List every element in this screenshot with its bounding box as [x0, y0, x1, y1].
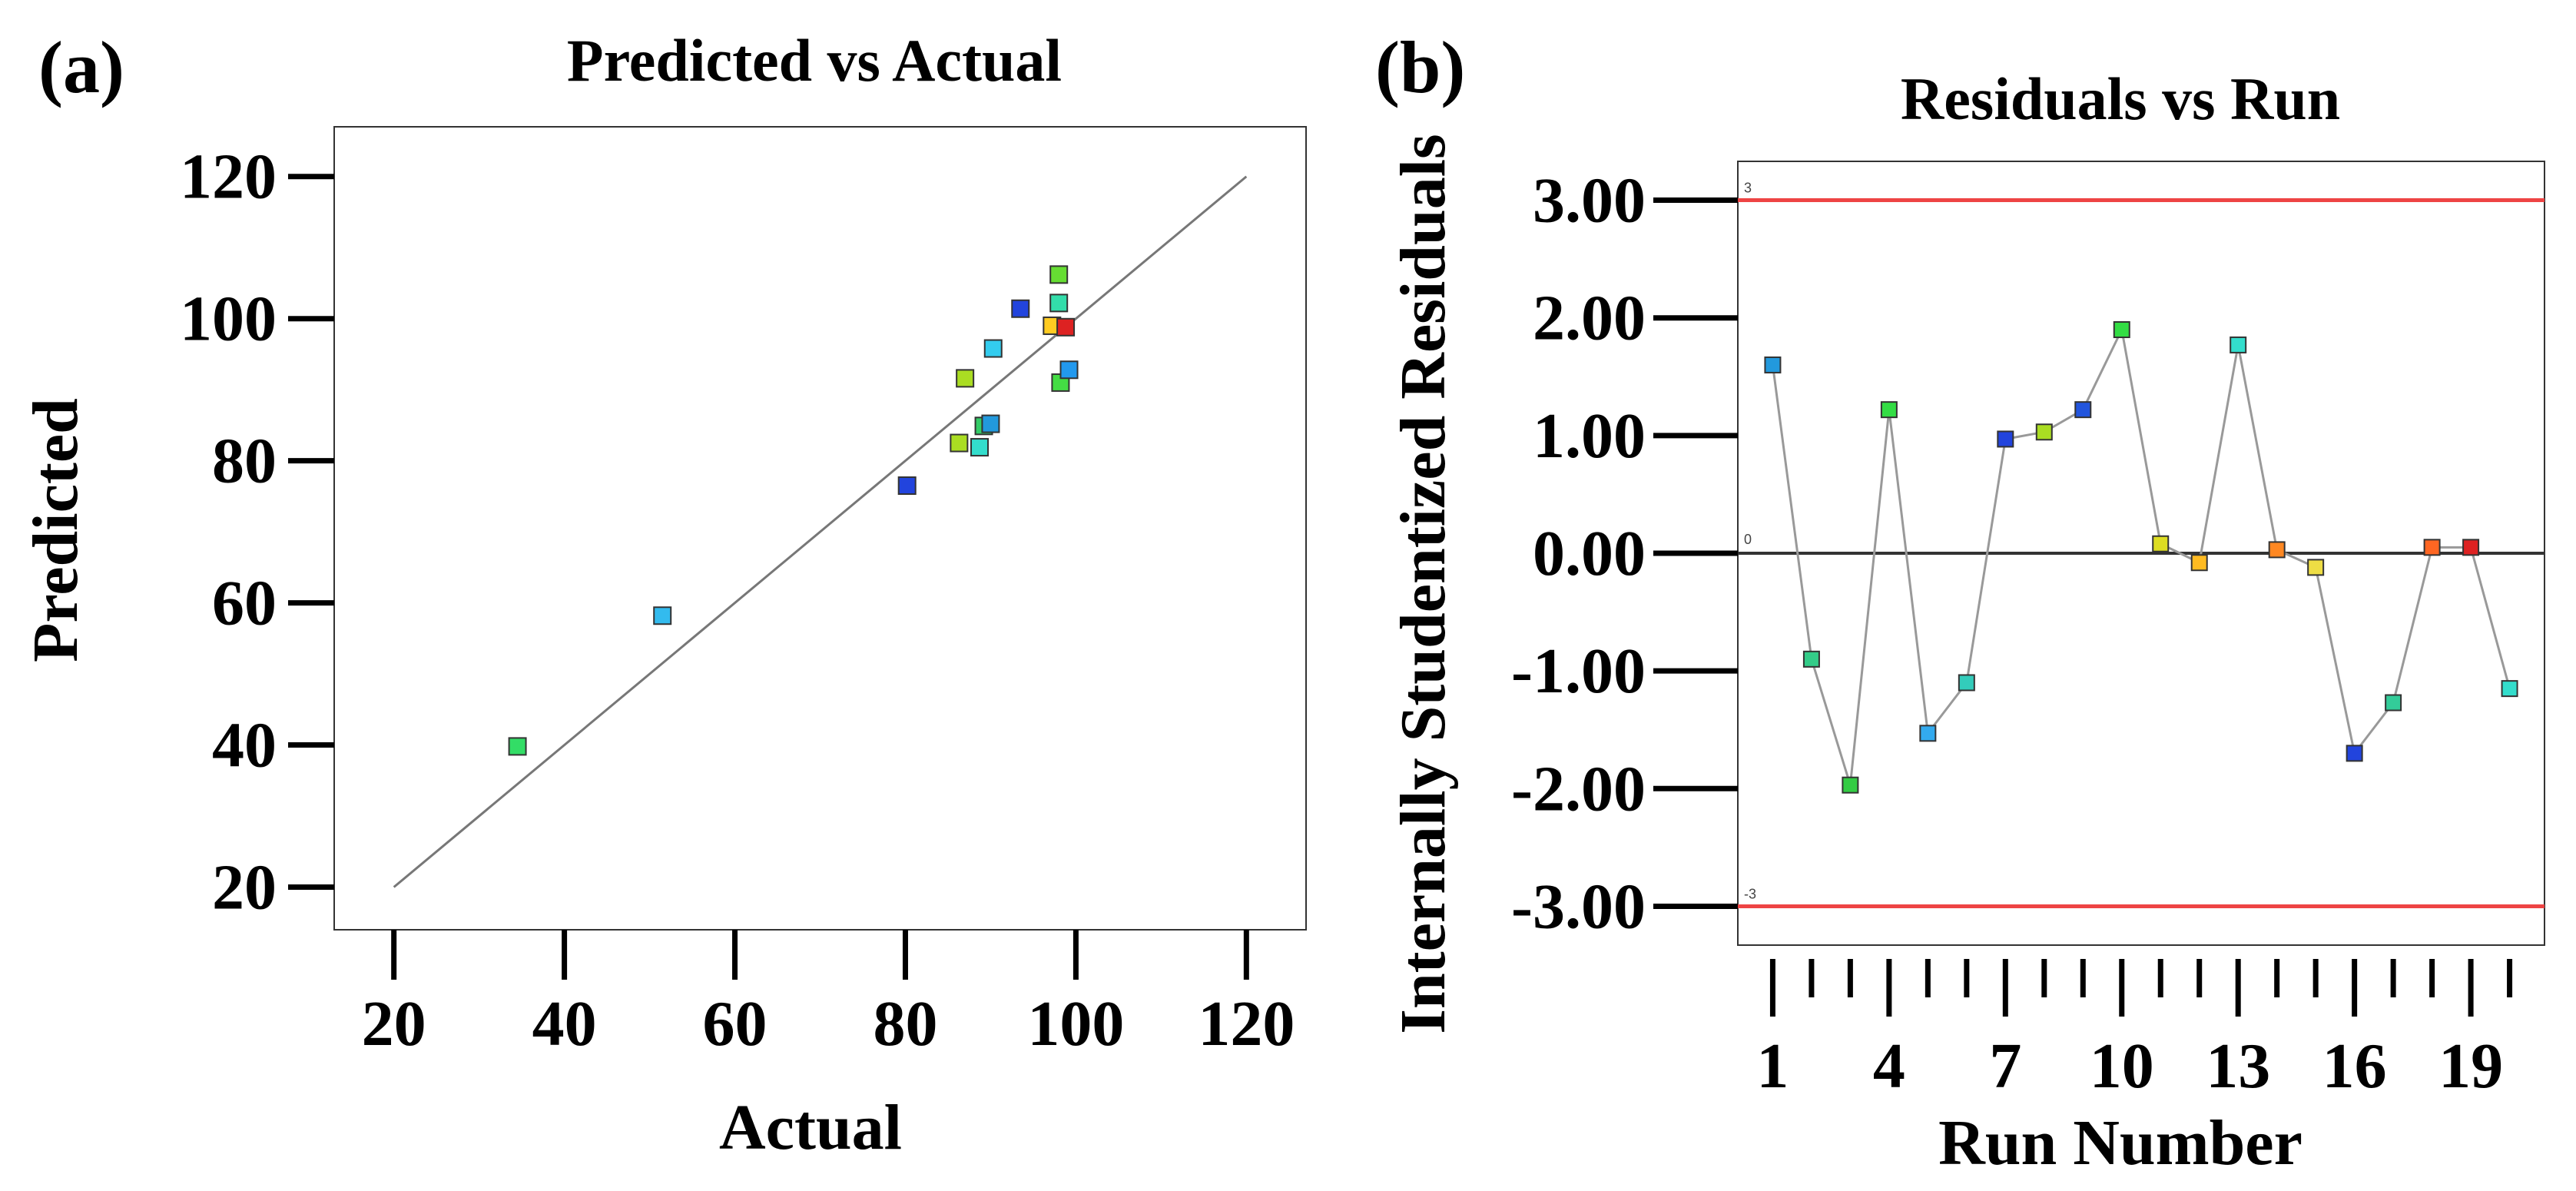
y-tick-label: -3.00 — [1511, 871, 1646, 942]
data-point — [2230, 336, 2247, 353]
y-tick-label: 2.00 — [1533, 283, 1646, 354]
data-point — [1049, 265, 1069, 284]
data-point — [1802, 650, 1820, 668]
x-tick-label: 13 — [2206, 1030, 2270, 1102]
data-point — [1059, 360, 1079, 380]
data-point — [2462, 539, 2480, 556]
y-tick-label: -1.00 — [1511, 635, 1646, 707]
data-point — [1764, 356, 1782, 373]
y-tick-label: 3.00 — [1533, 165, 1646, 237]
data-point — [2268, 541, 2286, 559]
data-point — [2385, 694, 2402, 712]
data-point — [508, 737, 527, 756]
panel-b-residual-line-group — [1771, 326, 2511, 786]
panel-b: (b) Residuals vs Run 3.00 2.00 1.00 0.00 -1.… — [1375, 26, 2545, 1179]
data-point — [2346, 745, 2363, 762]
data-point — [897, 476, 917, 496]
panel-b-x-label: Run Number — [1938, 1107, 2302, 1179]
data-point — [983, 339, 1003, 358]
data-point — [2035, 423, 2053, 441]
y-tick-label: 40 — [212, 710, 277, 781]
x-tick-label: 20 — [362, 988, 426, 1060]
panel-b-title: Residuals vs Run — [1901, 65, 2340, 132]
panel-b-label: (b) — [1375, 26, 1465, 108]
panel-a-title: Predicted vs Actual — [567, 27, 1062, 94]
panel-a-label: (a) — [38, 26, 124, 108]
x-tick-label: 10 — [2090, 1030, 2154, 1102]
panel-b-x-axis: 1 4 7 10 13 16 19 — [1756, 959, 2513, 1102]
zero-line-label: 0 — [1744, 532, 1752, 547]
y-tick-label: 80 — [212, 426, 277, 497]
x-tick-label: 19 — [2438, 1030, 2503, 1102]
data-point — [2190, 554, 2208, 572]
x-tick-label: 1 — [1756, 1030, 1789, 1102]
data-point — [2113, 321, 2130, 339]
x-tick-label: 40 — [532, 988, 597, 1060]
panel-a-x-axis: 20 40 60 80 100 120 — [362, 930, 1295, 1060]
y-tick-label: 100 — [180, 284, 277, 355]
data-point — [2307, 559, 2325, 576]
data-point — [950, 433, 969, 453]
panel-a-points — [508, 265, 1079, 756]
y-tick-label: -2.00 — [1511, 753, 1646, 824]
data-point — [2152, 535, 2170, 552]
reference-line — [393, 175, 1248, 888]
x-tick-label: 60 — [703, 988, 767, 1060]
data-point — [2501, 680, 2518, 698]
y-tick-label: 0.00 — [1533, 518, 1646, 589]
data-point — [1880, 401, 1898, 419]
data-point — [2074, 401, 2092, 419]
panel-a-reference-line-group — [393, 175, 1248, 888]
limit-line-label: -3 — [1744, 886, 1756, 901]
data-point — [1842, 776, 1859, 794]
residual-line — [1771, 326, 2511, 786]
panel-a: (a) Predicted vs Actual 20 40 60 80 100 120 2… — [20, 26, 1307, 1163]
panel-a-plot-area — [333, 126, 1307, 931]
panel-a-y-label: Predicted — [20, 398, 91, 662]
data-point — [1997, 430, 2014, 448]
y-tick-label: 120 — [180, 141, 277, 213]
panel-b-y-label: Internally Studentized Residuals — [1387, 134, 1459, 1034]
data-point — [1958, 674, 1975, 692]
data-point — [956, 369, 975, 388]
y-tick-label: 60 — [212, 568, 277, 639]
limit-line-label: 3 — [1744, 181, 1752, 196]
panel-b-y-axis: 3.00 2.00 1.00 0.00 -1.00 -2.00 -3.00 — [1511, 165, 1738, 942]
x-tick-label: 4 — [1873, 1030, 1905, 1102]
data-point — [1056, 317, 1076, 337]
y-tick-label: 20 — [212, 852, 277, 924]
x-tick-label: 16 — [2322, 1030, 2387, 1102]
x-tick-label: 100 — [1027, 988, 1124, 1060]
x-tick-label: 80 — [873, 988, 937, 1060]
y-tick-label: 1.00 — [1533, 400, 1646, 472]
data-point — [1919, 725, 1937, 742]
data-point — [1049, 294, 1069, 313]
data-point — [653, 606, 672, 625]
data-point — [2423, 539, 2441, 556]
panel-a-y-axis: 20 40 60 80 100 120 — [180, 141, 334, 924]
panel-b-reference-lines: 3 -3 0 — [1738, 181, 2545, 908]
data-point — [1011, 299, 1030, 318]
x-tick-label: 7 — [1989, 1030, 2021, 1102]
x-tick-label: 120 — [1198, 988, 1295, 1060]
data-point — [970, 438, 990, 457]
panel-b-points — [1764, 321, 2518, 794]
data-point — [981, 414, 1000, 433]
panel-a-x-label: Actual — [719, 1092, 902, 1163]
